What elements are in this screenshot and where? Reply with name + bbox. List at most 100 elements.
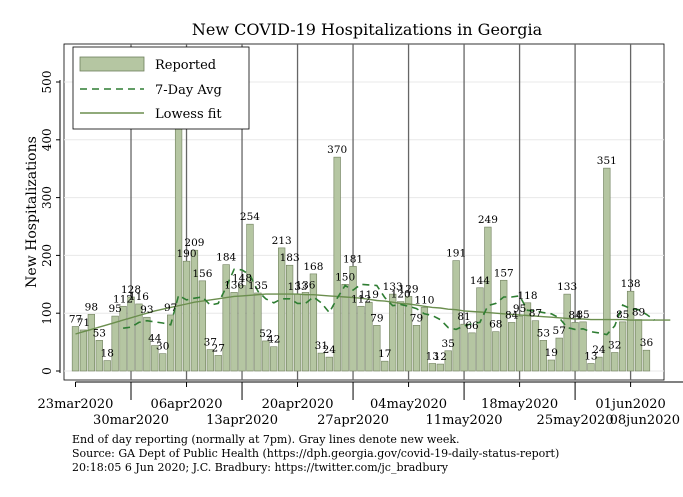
bar-reported [420,307,429,372]
bar-value-label: 95 [513,303,526,315]
bar-reported [452,260,460,372]
x-tick-label: 30mar2020 [93,413,169,428]
bar-value-label: 68 [489,319,502,331]
bar-value-label: 249 [478,214,498,226]
bar-reported [293,293,302,372]
bar-reported [515,315,524,372]
bar-value-label: 79 [410,312,423,324]
bar-value-label: 183 [280,252,300,264]
bar-reported [143,316,151,372]
bar-value-label: 184 [216,252,236,264]
bar-value-label: 209 [184,237,204,249]
legend: Reported 7-Day Avg Lowess fit [72,46,250,130]
bar-reported [198,280,207,372]
legend-label-reported: Reported [155,58,216,73]
bar-value-label: 89 [632,307,645,319]
bar-value-label: 168 [303,261,323,273]
legend-label-lowess: Lowess fit [155,107,222,122]
bar-reported [595,356,603,372]
bar-value-label: 138 [621,278,641,290]
bar-value-label: 85 [576,309,589,321]
y-axis-label: New Hospitalizations [24,136,40,288]
bar-value-label: 136 [295,279,315,291]
bar-value-label: 66 [465,320,479,332]
bar-value-label: 84 [505,309,519,321]
bar-value-label: 13 [426,350,439,362]
bar-value-label: 144 [470,275,490,287]
y-tick-label: 200 [40,244,54,267]
bar-reported [349,266,357,372]
bar-value-label: 133 [383,281,403,293]
bar-reported [603,167,611,372]
bar-reported [95,340,103,372]
bar-value-label: 52 [259,328,272,340]
bar-value-label: 116 [129,291,149,303]
bar-reported [238,285,246,372]
bar-value-label: 181 [343,253,363,265]
bar-reported [190,249,199,372]
x-tick-label: 25may2020 [537,413,614,428]
bar-value-label: 18 [101,348,114,360]
bar-series [71,126,651,372]
bar-value-label: 351 [597,155,617,167]
x-tick-label: 06apr2020 [151,397,223,412]
bar-reported [587,363,595,372]
bar-reported [309,273,318,372]
bar-reported [285,264,294,372]
bar-value-label: 44 [148,333,162,345]
bar-reported [333,156,341,372]
bar-reported [262,340,270,372]
bar-value-label: 133 [557,281,577,293]
bar-reported [396,301,405,372]
bar-value-label: 118 [517,290,537,302]
bar-value-label: 53 [93,327,106,339]
bar-value-label: 112 [351,293,371,305]
bar-reported [555,337,563,372]
bar-reported [444,350,452,372]
bar-reported [626,290,635,372]
lowess-fit-line [75,293,671,335]
bar-value-label: 150 [335,271,355,283]
axes: 0 100 200 300 400 500 23mar202030mar202006apr2… [38,71,683,428]
bar-reported [79,329,88,372]
bar-reported [500,279,508,372]
y-tick-label: 100 [40,302,54,325]
bar-reported [492,331,500,372]
bar-reported [484,226,492,372]
bar-reported [357,305,365,372]
bar-value-label: 128 [121,284,141,296]
bar-value-label: 370 [327,144,347,156]
x-tick-label: 13apr2020 [206,413,278,428]
bar-reported [341,283,349,372]
bar-value-label: 93 [140,304,153,316]
bar-value-label: 42 [267,334,280,346]
bar-value-label: 77 [69,313,82,325]
bar-value-label: 19 [545,347,558,359]
bar-reported [373,325,381,372]
bar-reported [436,363,444,372]
bar-reported [412,325,421,372]
bar-value-label: 37 [204,337,217,349]
bar-value-label: 148 [232,272,252,284]
bar-reported [71,326,80,372]
x-tick-label: 27apr2020 [317,413,389,428]
bar-value-label: 81 [457,311,470,323]
bar-reported [246,223,254,372]
bar-reported [159,353,167,372]
x-tick-label: 04may2020 [370,397,447,412]
legend-label-avg: 7-Day Avg [155,83,222,98]
bar-reported [103,360,111,372]
bar-value-label: 12 [434,351,447,363]
bar-reported [206,349,214,372]
bar-value-label: 190 [176,248,196,260]
x-tick-label: 08jun2020 [610,413,680,428]
bar-value-label: 120 [391,289,411,301]
bar-value-label: 87 [529,308,542,320]
bar-reported [87,314,95,372]
bar-value-label: 24 [323,344,337,356]
bar-value-label: 95 [108,303,121,315]
bar-reported [254,292,262,372]
legend-swatch-reported [79,56,145,72]
y-tick-label: 500 [40,71,54,94]
